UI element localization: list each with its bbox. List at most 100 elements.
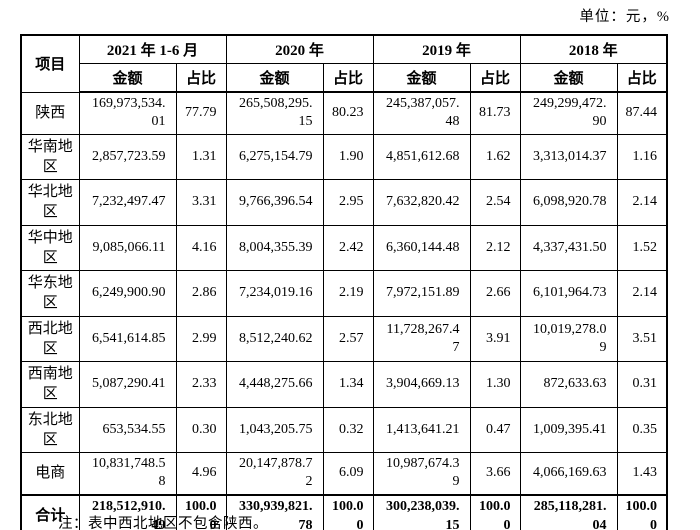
amount-cell: 20,147,878.72: [225, 452, 324, 495]
share-cell: 3.66: [469, 452, 521, 495]
amount-cell: 249,299,472.90: [519, 91, 618, 135]
amount-cell: 6,541,614.85: [78, 315, 177, 362]
footnote: 注：表中西北地区不包含陕西。: [58, 516, 268, 530]
share-header-cell: 占比: [175, 63, 227, 93]
share-cell: 2.86: [175, 270, 227, 317]
amount-cell: 6,101,964.73: [519, 270, 618, 317]
row-label: 陕西: [20, 91, 80, 135]
share-cell: 100.00: [469, 493, 521, 530]
period-header-2021: 2021 年 1-6 月: [78, 34, 227, 64]
row-label: 西北地区: [20, 315, 80, 362]
row-label: 华中地区: [20, 224, 80, 271]
share-cell: 0.32: [322, 406, 374, 453]
share-cell: 2.99: [175, 315, 227, 362]
table-row: 东北地区 653,534.55 0.30 1,043,205.75 0.32 1,413,…: [20, 406, 668, 453]
share-cell: 4.16: [175, 224, 227, 271]
share-cell: 2.14: [616, 179, 668, 226]
table-body: 陕西 169,973,534.01 77.79 265,508,295.15 80.23…: [20, 91, 668, 530]
amount-cell: 5,087,290.41: [78, 361, 177, 408]
share-cell: 81.73: [469, 91, 521, 135]
amount-cell: 3,904,669.13: [372, 361, 471, 408]
amount-cell: 6,360,144.48: [372, 224, 471, 271]
table-row: 华中地区 9,085,066.11 4.16 8,004,355.39 2.42 6,36…: [20, 224, 668, 271]
item-header-cell: 项目: [20, 34, 80, 93]
share-header-cell: 占比: [616, 63, 668, 93]
amount-cell: 4,448,275.66: [225, 361, 324, 408]
share-cell: 0.35: [616, 406, 668, 453]
amount-cell: 7,632,820.42: [372, 179, 471, 226]
amount-cell: 10,019,278.09: [519, 315, 618, 362]
period-header-2020: 2020 年: [225, 34, 374, 64]
amount-cell: 265,508,295.15: [225, 91, 324, 135]
row-label: 电商: [20, 452, 80, 495]
table-row: 西北地区 6,541,614.85 2.99 8,512,240.62 2.57 11,7…: [20, 315, 668, 362]
amount-cell: 6,249,900.90: [78, 270, 177, 317]
share-cell: 0.47: [469, 406, 521, 453]
amount-cell: 4,851,612.68: [372, 133, 471, 180]
share-cell: 100.00: [322, 493, 374, 530]
table-row: 电商 10,831,748.58 4.96 20,147,878.72 6.09 10,9…: [20, 452, 668, 495]
table-row: 华北地区 7,232,497.47 3.31 9,766,396.54 2.95 7,63…: [20, 179, 668, 226]
table-row: 华东地区 6,249,900.90 2.86 7,234,019.16 2.19 7,97…: [20, 270, 668, 317]
table-header: 项目 2021 年 1-6 月 2020 年 2019 年 2018 年 金额 …: [20, 34, 668, 93]
share-cell: 1.34: [322, 361, 374, 408]
amount-cell: 169,973,534.01: [78, 91, 177, 135]
share-cell: 1.62: [469, 133, 521, 180]
amount-cell: 4,337,431.50: [519, 224, 618, 271]
table-row: 华南地区 2,857,723.59 1.31 6,275,154.79 1.90 4,85…: [20, 133, 668, 180]
period-header-2019: 2019 年: [372, 34, 521, 64]
amount-cell: 7,232,497.47: [78, 179, 177, 226]
amount-cell: 7,234,019.16: [225, 270, 324, 317]
amount-cell: 245,387,057.48: [372, 91, 471, 135]
row-label: 华南地区: [20, 133, 80, 180]
share-cell: 1.16: [616, 133, 668, 180]
amount-cell: 653,534.55: [78, 406, 177, 453]
share-cell: 3.51: [616, 315, 668, 362]
share-cell: 2.12: [469, 224, 521, 271]
share-cell: 87.44: [616, 91, 668, 135]
total-row: 合计 218,512,910.49 100.00 330,939,821.78 100.…: [20, 493, 668, 530]
share-cell: 2.19: [322, 270, 374, 317]
share-header-cell: 占比: [322, 63, 374, 93]
amount-cell: 4,066,169.63: [519, 452, 618, 495]
amount-cell: 10,831,748.58: [78, 452, 177, 495]
amount-cell: 218,512,910.49: [78, 493, 177, 530]
share-cell: 2.66: [469, 270, 521, 317]
share-cell: 1.90: [322, 133, 374, 180]
amount-cell: 1,043,205.75: [225, 406, 324, 453]
period-header-row: 项目 2021 年 1-6 月 2020 年 2019 年 2018 年: [20, 34, 668, 93]
row-label: 东北地区: [20, 406, 80, 453]
amount-header-cell: 金额: [78, 63, 177, 93]
table-row: 西南地区 5,087,290.41 2.33 4,448,275.66 1.34 3,90…: [20, 361, 668, 408]
share-cell: 1.30: [469, 361, 521, 408]
share-cell: 1.31: [175, 133, 227, 180]
amount-cell: 8,004,355.39: [225, 224, 324, 271]
amount-cell: 2,857,723.59: [78, 133, 177, 180]
share-cell: 2.54: [469, 179, 521, 226]
amount-cell: 1,413,641.21: [372, 406, 471, 453]
period-header-2018: 2018 年: [519, 34, 668, 64]
amount-cell: 8,512,240.62: [225, 315, 324, 362]
share-cell: 2.33: [175, 361, 227, 408]
share-cell: 80.23: [322, 91, 374, 135]
share-cell: 0.31: [616, 361, 668, 408]
share-cell: 100.00: [616, 493, 668, 530]
amount-header-cell: 金额: [372, 63, 471, 93]
amount-cell: 7,972,151.89: [372, 270, 471, 317]
amount-cell: 11,728,267.47: [372, 315, 471, 362]
row-label: 华东地区: [20, 270, 80, 317]
amount-cell: 872,633.63: [519, 361, 618, 408]
row-label: 合计: [20, 493, 80, 530]
unit-label: 单位：元，%: [579, 9, 670, 25]
table-row: 陕西 169,973,534.01 77.79 265,508,295.15 80.23…: [20, 91, 668, 135]
share-header-cell: 占比: [469, 63, 521, 93]
share-cell: 2.57: [322, 315, 374, 362]
sub-header-row: 金额 占比 金额 占比 金额 占比 金额 占比: [21, 63, 668, 93]
share-cell: 77.79: [175, 91, 227, 135]
row-label: 西南地区: [20, 361, 80, 408]
share-cell: 1.43: [616, 452, 668, 495]
amount-header-cell: 金额: [225, 63, 324, 93]
share-cell: 1.52: [616, 224, 668, 271]
share-cell: 2.95: [322, 179, 374, 226]
